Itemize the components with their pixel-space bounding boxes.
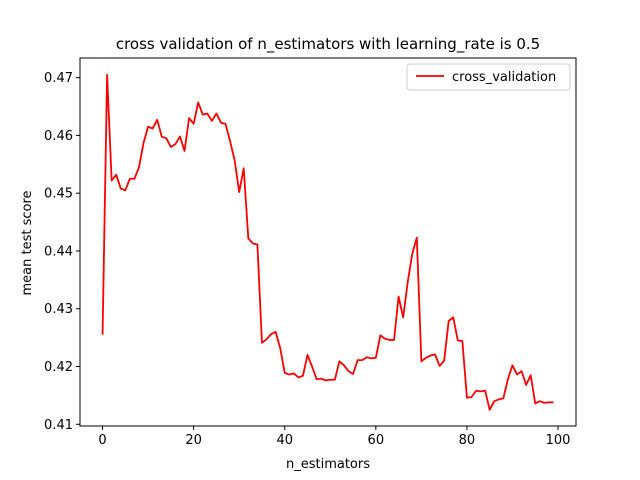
series-line-cross-validation — [101, 73, 554, 411]
x-axis-label: n_estimators — [286, 457, 370, 472]
y-tick-label: 0.45 — [44, 187, 73, 202]
legend: cross_validation — [406, 63, 571, 91]
y-axis: 0.41 0.42 0.43 0.44 0.45 0.46 0.47 — [44, 71, 80, 433]
x-tick-label: 60 — [368, 433, 385, 448]
y-tick-label: 0.42 — [44, 360, 73, 375]
x-tick-label: 80 — [459, 433, 476, 448]
y-axis-label: mean test score — [20, 190, 35, 295]
x-tick-label: 20 — [185, 433, 202, 448]
x-tick-label: 100 — [546, 433, 571, 448]
legend-label-cross-validation: cross_validation — [452, 70, 556, 85]
x-tick-label: 0 — [98, 433, 106, 448]
plot-area — [101, 73, 554, 411]
legend-box — [406, 63, 571, 91]
y-tick-label: 0.47 — [44, 71, 73, 86]
y-tick-label: 0.41 — [44, 418, 73, 433]
y-tick-label: 0.44 — [44, 244, 73, 259]
x-tick-label: 40 — [276, 433, 293, 448]
y-tick-label: 0.46 — [44, 129, 73, 144]
y-tick-label: 0.43 — [44, 302, 73, 317]
plot-frame — [79, 57, 577, 427]
chart-title: cross validation of n_estimators with le… — [116, 35, 540, 54]
x-axis: 0 20 40 60 80 100 — [98, 426, 570, 448]
